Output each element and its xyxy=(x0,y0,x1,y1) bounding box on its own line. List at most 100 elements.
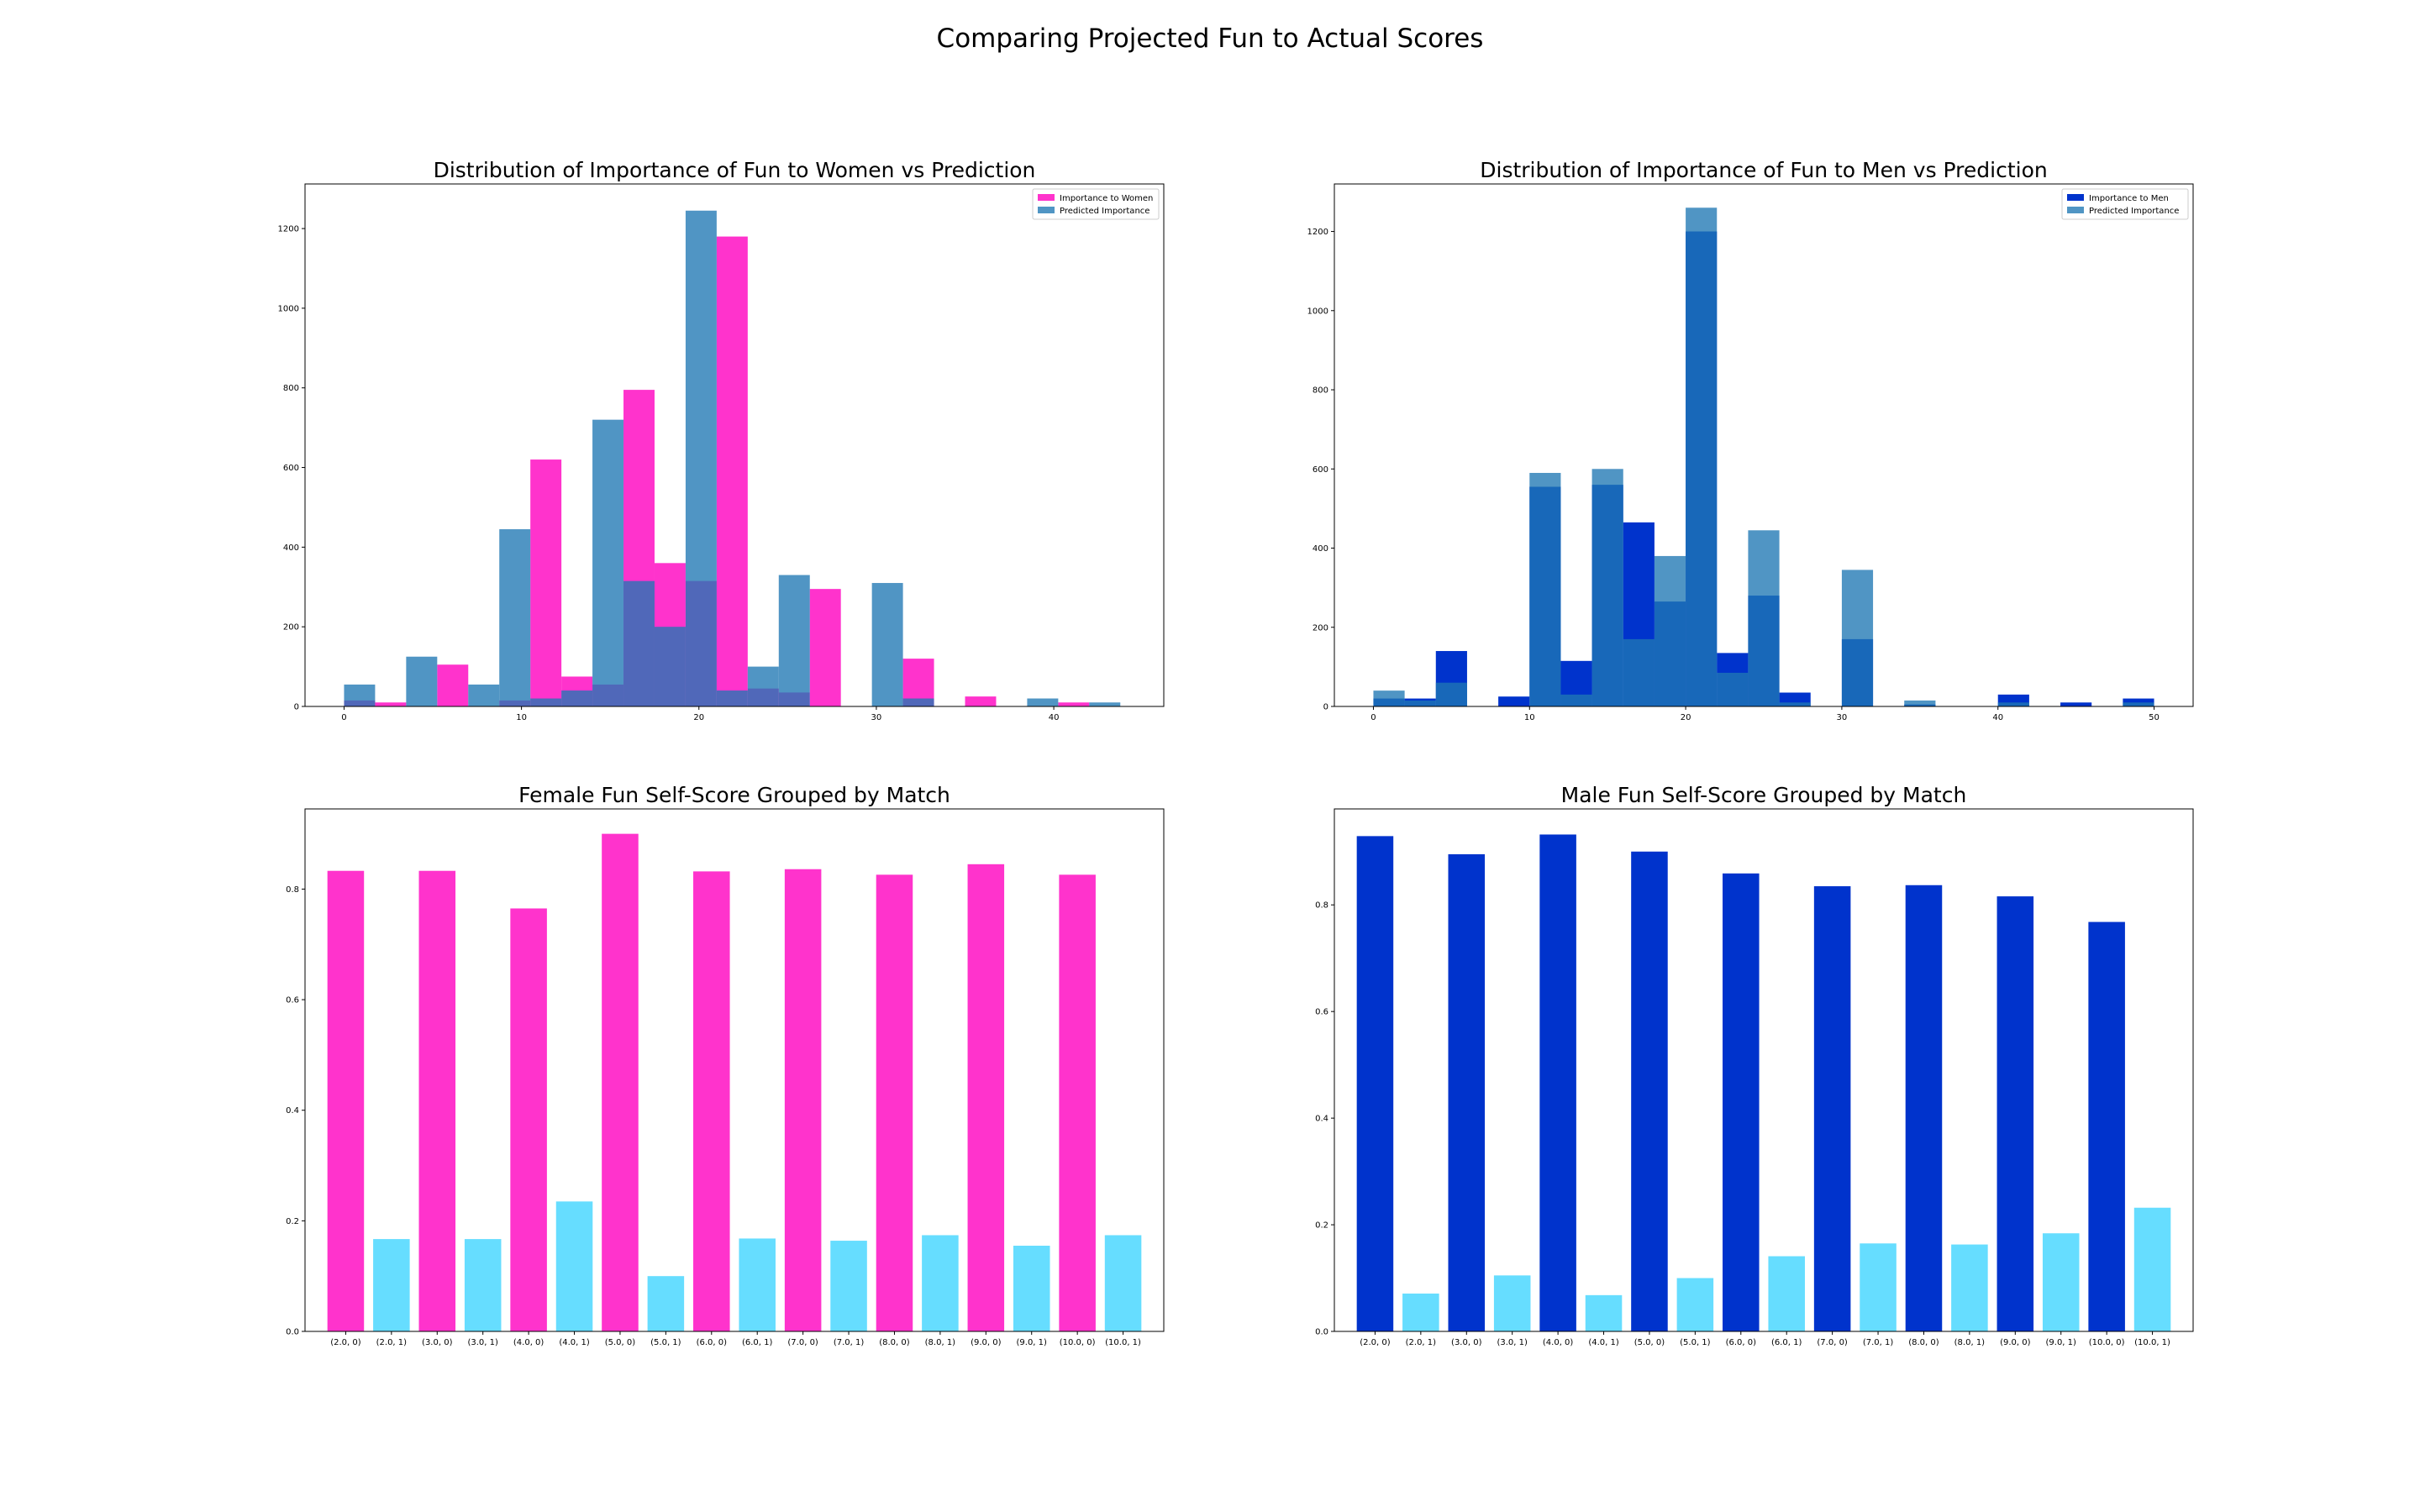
bar xyxy=(418,870,456,1331)
bar xyxy=(510,908,547,1331)
x-tick-label: (4.0, 1) xyxy=(1588,1338,1619,1347)
y-tick-label: 0.2 xyxy=(1315,1221,1328,1231)
panel-title: Male Fun Self-Score Grouped by Match xyxy=(1561,783,1967,807)
histogram-bar xyxy=(902,698,934,706)
histogram-bar xyxy=(871,583,903,706)
x-tick-label: (9.0, 1) xyxy=(2046,1338,2077,1347)
histogram-bar xyxy=(747,666,779,706)
bar xyxy=(784,869,822,1331)
histogram-bar xyxy=(2123,698,2154,706)
axes-frame xyxy=(304,808,1165,1332)
y-tick-label: 600 xyxy=(1313,465,1328,475)
x-tick-label: (6.0, 1) xyxy=(742,1338,773,1347)
histogram-bar xyxy=(1748,530,1780,706)
bar xyxy=(327,870,365,1331)
bar xyxy=(693,871,730,1331)
x-tick-label: (3.0, 1) xyxy=(1497,1338,1528,1347)
x-tick-label: (4.0, 0) xyxy=(513,1338,544,1347)
histogram-bar xyxy=(344,684,376,706)
x-tick-label: (10.0, 0) xyxy=(2089,1338,2125,1347)
x-tick-label: (3.0, 0) xyxy=(1451,1338,1482,1347)
x-tick-label: (3.0, 0) xyxy=(422,1338,453,1347)
x-tick-label: 10 xyxy=(1524,713,1535,722)
bar xyxy=(1585,1294,1623,1331)
bar xyxy=(373,1239,410,1331)
histogram-bar xyxy=(375,702,407,706)
histogram-bar xyxy=(623,580,655,706)
histogram-bar xyxy=(530,459,562,706)
x-tick-label: (5.0, 1) xyxy=(650,1338,681,1347)
x-tick-label: (2.0, 0) xyxy=(1360,1338,1391,1347)
axes-frame xyxy=(304,183,1165,707)
legend-label: Predicted Importance xyxy=(1060,207,1150,216)
x-tick-label: (6.0, 0) xyxy=(697,1338,728,1347)
legend-box xyxy=(2061,188,2189,220)
y-tick-label: 0.6 xyxy=(1315,1008,1328,1017)
bar xyxy=(464,1239,502,1331)
histogram-bar xyxy=(1529,472,1561,706)
histogram-bar xyxy=(1717,672,1749,706)
y-tick-label: 0 xyxy=(1323,703,1328,712)
histogram-bar xyxy=(685,210,717,706)
histogram-bar xyxy=(654,627,686,706)
bar xyxy=(1860,1243,1897,1331)
x-tick-label: (3.0, 1) xyxy=(467,1338,498,1347)
x-tick-label: 40 xyxy=(1992,713,2003,722)
x-tick-label: (7.0, 0) xyxy=(787,1338,818,1347)
histogram-bar xyxy=(1498,696,1530,706)
x-tick-label: (5.0, 0) xyxy=(605,1338,636,1347)
x-tick-label: (2.0, 0) xyxy=(330,1338,361,1347)
bar xyxy=(1723,873,1760,1331)
x-tick-label: (5.0, 1) xyxy=(1680,1338,1711,1347)
y-tick-label: 400 xyxy=(1313,544,1328,554)
x-tick-label: 40 xyxy=(1049,713,1060,722)
histogram-bar xyxy=(1404,700,1436,706)
x-tick-label: (9.0, 0) xyxy=(971,1338,1002,1347)
axes-frame xyxy=(1334,183,2194,707)
x-tick-label: (6.0, 0) xyxy=(1726,1338,1757,1347)
bar xyxy=(1631,851,1668,1331)
x-tick-label: (9.0, 1) xyxy=(1017,1338,1048,1347)
legend-label: Importance to Men xyxy=(2089,194,2169,203)
legend-label: Predicted Importance xyxy=(2089,207,2179,216)
panel-title: Female Fun Self-Score Grouped by Match xyxy=(518,783,950,807)
legend-swatch xyxy=(2067,194,2084,201)
bar xyxy=(1768,1256,1805,1331)
bar xyxy=(1493,1275,1531,1331)
y-tick-label: 1000 xyxy=(1307,307,1328,316)
histogram-bar xyxy=(1841,570,1874,706)
legend-swatch xyxy=(1038,194,1055,201)
bar xyxy=(647,1276,685,1331)
histogram-bar xyxy=(1591,469,1623,706)
legend-swatch xyxy=(1038,207,1055,213)
bar xyxy=(1356,836,1394,1331)
y-tick-label: 800 xyxy=(283,384,299,393)
x-tick-label: (8.0, 1) xyxy=(1954,1338,1986,1347)
histogram-bar xyxy=(2060,702,2092,706)
y-tick-label: 0.6 xyxy=(286,996,299,1005)
x-tick-label: (5.0, 0) xyxy=(1634,1338,1665,1347)
y-tick-label: 200 xyxy=(283,623,299,633)
x-tick-label: 30 xyxy=(871,713,882,722)
y-tick-label: 0.8 xyxy=(286,885,299,895)
histogram-bar xyxy=(1089,702,1121,706)
y-tick-label: 0.2 xyxy=(286,1217,299,1226)
histogram-bar xyxy=(561,690,593,706)
histogram-bar xyxy=(1373,690,1405,706)
histogram-bar xyxy=(1058,702,1090,706)
histogram-bar xyxy=(530,698,562,706)
legend-label: Importance to Women xyxy=(1060,194,1153,203)
bar xyxy=(2133,1207,2171,1331)
men-histogram-panel: Distribution of Importance of Fun to Men… xyxy=(1307,158,2194,722)
x-tick-label: (10.0, 0) xyxy=(1060,1338,1096,1347)
legend: Importance to Men Predicted Importance xyxy=(2061,188,2189,220)
x-tick-label: (8.0, 0) xyxy=(879,1338,910,1347)
panel-title: Distribution of Importance of Fun to Men… xyxy=(1480,158,2048,182)
histogram-bar xyxy=(1654,555,1686,706)
x-tick-label: (8.0, 1) xyxy=(925,1338,956,1347)
bar xyxy=(555,1201,593,1331)
bar xyxy=(1813,886,1851,1331)
x-tick-label: (10.0, 1) xyxy=(2134,1338,2170,1347)
histogram-bar xyxy=(1904,700,1936,706)
bar xyxy=(602,833,639,1331)
